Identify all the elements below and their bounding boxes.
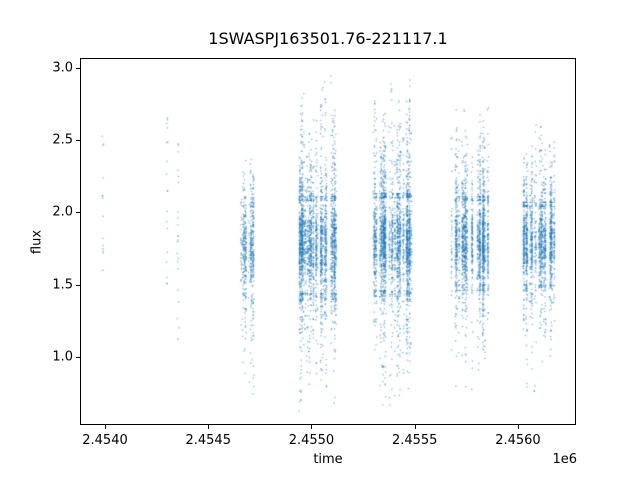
y-tick-mark: [76, 284, 80, 286]
y-tick-label: 1.0: [52, 349, 73, 365]
x-tick-mark: [105, 425, 106, 429]
x-tick-label: 2.4555: [391, 433, 438, 448]
y-tick-mark: [76, 140, 80, 142]
x-tick-label: 2.4540: [82, 433, 128, 448]
y-tick-label: 1.5: [52, 277, 73, 293]
y-tick-label: 2.0: [52, 204, 73, 220]
x-tick-mark: [208, 425, 210, 429]
y-tick-mark: [76, 212, 80, 214]
x-tick-label: 2.4550: [288, 433, 335, 448]
y-tick-mark: [76, 67, 80, 69]
y-tick-mark: [76, 356, 80, 358]
y-tick-label: 2.5: [52, 132, 73, 148]
x-tick-mark: [517, 425, 519, 429]
x-axis-offset-label: 1e6: [552, 452, 577, 467]
x-tick-label: 2.4545: [185, 433, 231, 448]
x-tick-label: 2.4560: [495, 433, 541, 448]
y-axis-label: flux: [29, 229, 45, 255]
x-tick-mark: [414, 425, 416, 429]
scatter-points-canvas: [80, 58, 576, 425]
x-tick-mark: [311, 425, 313, 429]
y-tick-label: 3.0: [52, 60, 73, 76]
chart-title: 1SWASPJ163501.76-221117.1: [208, 29, 448, 48]
x-axis-label: time: [313, 452, 343, 467]
